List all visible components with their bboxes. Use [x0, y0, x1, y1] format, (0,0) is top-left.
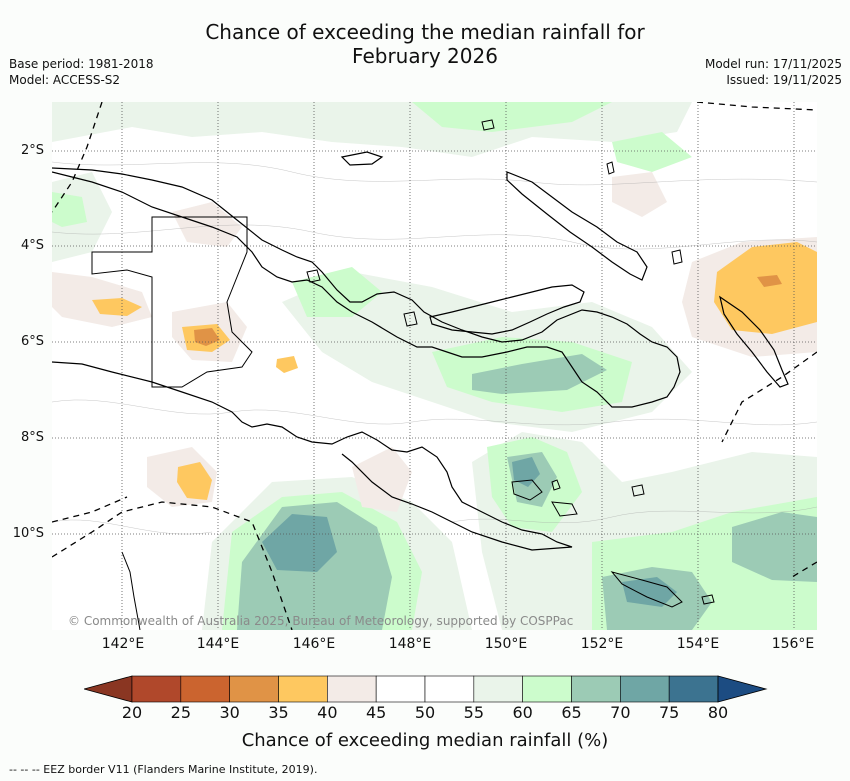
chart-title-line2: February 2026	[352, 44, 498, 68]
field-30-35-east	[757, 275, 782, 287]
colorbar-cell	[278, 675, 328, 703]
field-60-65-mid	[292, 267, 382, 317]
field-40-45-north	[172, 202, 242, 247]
png-indonesia-border	[91, 216, 253, 388]
new-guinea-coastline	[52, 167, 681, 408]
eez-legend-text: -- -- -- EEZ border V11 (Flanders Marine…	[9, 763, 318, 776]
cape-york-coastline	[121, 551, 141, 630]
colorbar-over-arrow	[717, 675, 768, 703]
bougainville-coastline	[719, 295, 789, 388]
rainfall-map	[52, 102, 817, 630]
lat-tick: 8°S	[20, 430, 44, 445]
colorbar	[84, 675, 768, 703]
lat-tick: 6°S	[20, 334, 44, 349]
new-ireland-coastline	[506, 171, 648, 281]
field-35-40-west	[92, 298, 142, 316]
colorbar-cell	[424, 675, 475, 703]
colorbar-tick-label: 25	[170, 703, 191, 722]
colorbar-tick-label: 40	[317, 703, 338, 722]
model-text: Model: ACCESS-S2	[9, 73, 121, 87]
png-south-coastline	[52, 361, 573, 551]
louisiade-coastline	[610, 571, 683, 608]
meta-left: Base period: 1981-2018 Model: ACCESS-S2	[9, 56, 154, 88]
dentrecasteaux-coastline	[511, 479, 578, 517]
colorbar-cell	[131, 675, 182, 703]
probability-fields	[52, 102, 817, 630]
small-islands	[306, 119, 715, 605]
colorbar-tick-label: 60	[512, 703, 533, 722]
lat-tick: 4°S	[20, 238, 44, 253]
lon-tick: 150°E	[484, 636, 528, 652]
field-40-45-ne	[612, 172, 667, 217]
colorbar-tick-label: 20	[121, 703, 143, 722]
field-60-65-sw	[52, 192, 87, 227]
colorbar-cell	[571, 675, 621, 703]
field-70-75-south	[262, 514, 337, 572]
colorbar-cell	[375, 675, 426, 703]
copyright-text: © Commonwealth of Australia 2025, Bureau…	[68, 614, 574, 628]
field-70-75-se	[622, 577, 677, 607]
colorbar-cell	[668, 675, 719, 703]
colorbar-cell	[473, 675, 523, 703]
colorbar-tick-label: 70	[610, 703, 631, 722]
lon-tick: 142°E	[101, 636, 145, 652]
field-60-65-ne	[612, 132, 692, 172]
colorbar-title: Chance of exceeding median rainfall (%)	[241, 730, 609, 751]
base-period-text: Base period: 1981-2018	[9, 57, 154, 71]
issued-text: Issued: 19/11/2025	[726, 73, 842, 87]
colorbar-cell	[522, 675, 572, 703]
lat-tick: 2°S	[20, 143, 44, 158]
manus-coastline	[340, 151, 384, 166]
colorbar-tick-label: 65	[561, 703, 582, 722]
lon-tick: 152°E	[580, 636, 624, 652]
field-35-40-sw	[177, 462, 212, 500]
colorbar-cells	[131, 675, 719, 703]
graticule	[52, 102, 817, 630]
new-britain-coastline	[429, 284, 585, 335]
lon-tick: 146°E	[292, 636, 336, 652]
field-70-75-png-east	[512, 457, 540, 487]
colorbar-tick-label: 30	[219, 703, 240, 722]
colorbar-tick-label: 80	[707, 703, 729, 722]
colorbar-tick-label: 75	[658, 703, 680, 722]
lon-tick: 148°E	[388, 636, 432, 652]
contour-lines	[52, 161, 817, 535]
colorbar-tick-label: 55	[463, 703, 484, 722]
colorbar-tick-label: 45	[365, 703, 387, 722]
colorbar-cell	[229, 675, 279, 703]
colorbar-cell	[620, 675, 670, 703]
colorbar-cell	[180, 675, 230, 703]
colorbar-under-arrow	[84, 675, 133, 703]
field-60-65-north	[412, 102, 612, 132]
lon-tick: 154°E	[676, 636, 720, 652]
model-run-text: Model run: 17/11/2025	[704, 57, 842, 71]
field-65-70-east	[732, 512, 817, 582]
colorbar-cell	[327, 675, 377, 703]
lon-tick: 156°E	[771, 636, 815, 652]
eez-borders	[52, 102, 817, 630]
field-40-45-south-png	[352, 447, 412, 512]
colorbar-tick-label: 35	[268, 703, 289, 722]
lon-tick: 144°E	[196, 636, 240, 652]
field-35-40-small	[276, 356, 298, 373]
meta-right: Model run: 17/11/2025 Issued: 19/11/2025	[705, 56, 842, 88]
field-30-35-mid	[194, 328, 220, 346]
lat-tick: 10°S	[12, 526, 44, 541]
chart-title-line1: Chance of exceeding the median rainfall …	[205, 20, 645, 44]
colorbar-tick-label: 50	[414, 703, 436, 722]
